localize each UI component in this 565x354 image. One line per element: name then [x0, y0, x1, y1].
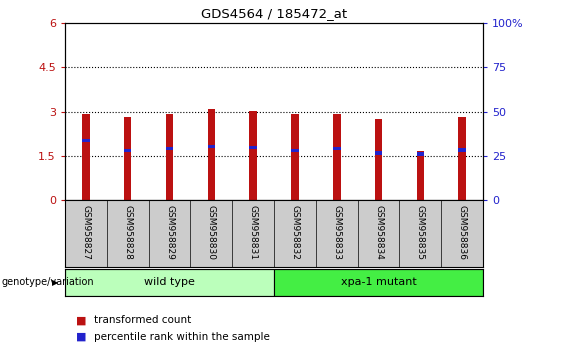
- Text: ■: ■: [76, 315, 87, 325]
- Bar: [333, 147, 341, 150]
- Bar: [166, 147, 173, 150]
- Bar: [166, 114, 173, 200]
- Text: GSM958827: GSM958827: [81, 205, 90, 260]
- Bar: [124, 149, 132, 152]
- Text: GSM958833: GSM958833: [332, 205, 341, 261]
- Text: GSM958834: GSM958834: [374, 205, 383, 260]
- Text: transformed count: transformed count: [94, 315, 192, 325]
- Bar: [458, 148, 466, 152]
- Text: ■: ■: [76, 332, 87, 342]
- Bar: [249, 111, 257, 200]
- Bar: [274, 269, 483, 296]
- Text: percentile rank within the sample: percentile rank within the sample: [94, 332, 270, 342]
- Text: GSM958836: GSM958836: [458, 205, 467, 261]
- Text: GSM958829: GSM958829: [165, 205, 174, 260]
- Text: GSM958832: GSM958832: [290, 205, 299, 260]
- Bar: [207, 109, 215, 200]
- Text: wild type: wild type: [144, 277, 195, 287]
- Bar: [333, 114, 341, 200]
- Title: GDS4564 / 185472_at: GDS4564 / 185472_at: [201, 7, 347, 21]
- Text: GSM958830: GSM958830: [207, 205, 216, 261]
- Bar: [65, 269, 274, 296]
- Text: ▶: ▶: [51, 278, 58, 287]
- Text: xpa-1 mutant: xpa-1 mutant: [341, 277, 416, 287]
- Bar: [375, 119, 383, 200]
- Text: GSM958828: GSM958828: [123, 205, 132, 260]
- Bar: [249, 146, 257, 149]
- Bar: [207, 145, 215, 148]
- Bar: [291, 149, 299, 152]
- Bar: [82, 139, 90, 142]
- Bar: [124, 118, 132, 200]
- Text: GSM958831: GSM958831: [249, 205, 258, 261]
- Bar: [291, 114, 299, 200]
- Bar: [82, 114, 90, 200]
- Bar: [416, 152, 424, 200]
- Bar: [416, 152, 424, 156]
- Text: GSM958835: GSM958835: [416, 205, 425, 261]
- Text: genotype/variation: genotype/variation: [1, 277, 94, 287]
- Bar: [375, 152, 383, 155]
- Bar: [458, 118, 466, 200]
